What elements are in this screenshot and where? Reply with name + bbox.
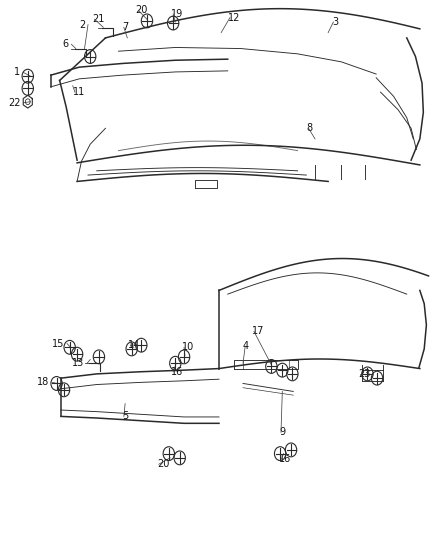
Text: 8: 8: [306, 123, 312, 133]
Text: 6: 6: [62, 39, 68, 49]
Text: 21: 21: [92, 14, 105, 25]
Text: 10: 10: [182, 342, 194, 352]
Text: 4: 4: [243, 341, 249, 351]
Text: 3: 3: [332, 17, 339, 27]
Text: 16: 16: [171, 367, 183, 377]
Text: 22: 22: [8, 98, 20, 108]
Text: 18: 18: [37, 377, 49, 387]
Text: 1: 1: [14, 68, 20, 77]
Text: 15: 15: [52, 338, 64, 349]
Text: 13: 13: [72, 358, 85, 368]
Text: 17: 17: [252, 326, 264, 336]
Text: 12: 12: [228, 13, 240, 23]
Text: 16: 16: [279, 454, 292, 464]
Text: 14: 14: [128, 340, 141, 350]
Text: 23: 23: [358, 369, 370, 379]
Text: 20: 20: [135, 5, 148, 15]
Text: 9: 9: [279, 427, 286, 438]
Text: 20: 20: [157, 459, 170, 469]
Text: 19: 19: [171, 9, 183, 19]
Text: 2: 2: [80, 20, 86, 30]
Text: 7: 7: [122, 22, 128, 33]
Text: 5: 5: [122, 411, 128, 422]
Text: 11: 11: [73, 87, 85, 97]
